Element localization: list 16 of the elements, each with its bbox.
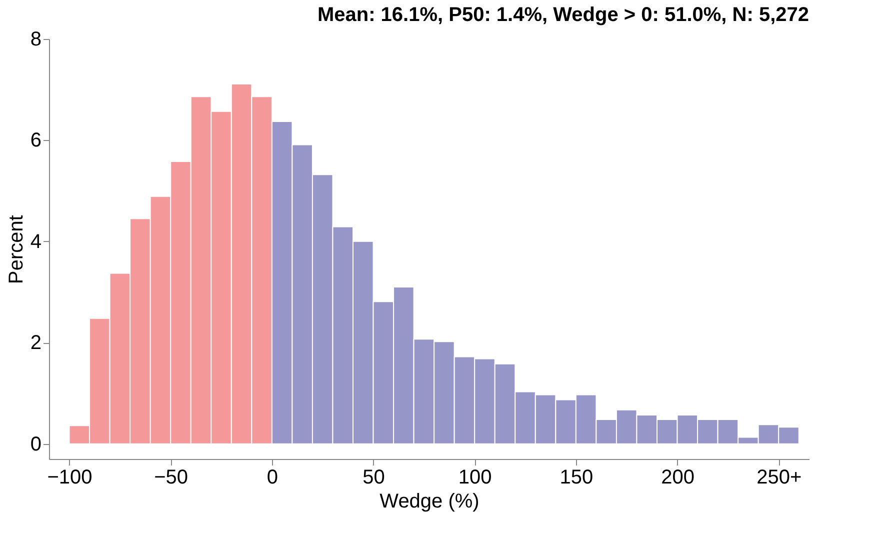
x-tick-label: −50 [154,466,188,488]
x-tick-label: 200 [661,466,694,488]
x-tick-label: 0 [266,466,278,488]
y-tick-label: 8 [30,28,42,50]
y-tick-label: 2 [30,332,42,354]
chart-title: Mean: 16.1%, P50: 1.4%, Wedge > 0: 51.0%, N: 5,272 [317,4,809,26]
x-tick-label: −100 [47,466,92,488]
x-tick-label: 250+ [756,466,802,488]
x-tick-label: 100 [458,466,492,488]
y-tick-label: 6 [30,130,42,152]
y-tick-label: 0 [30,433,42,456]
x-axis-title: Wedge (%) [380,490,480,512]
x-tick-label: 150 [560,466,594,488]
x-tick-label: 50 [362,466,385,488]
y-tick-label: 4 [30,230,42,253]
y-axis-title: Percent [5,214,28,284]
